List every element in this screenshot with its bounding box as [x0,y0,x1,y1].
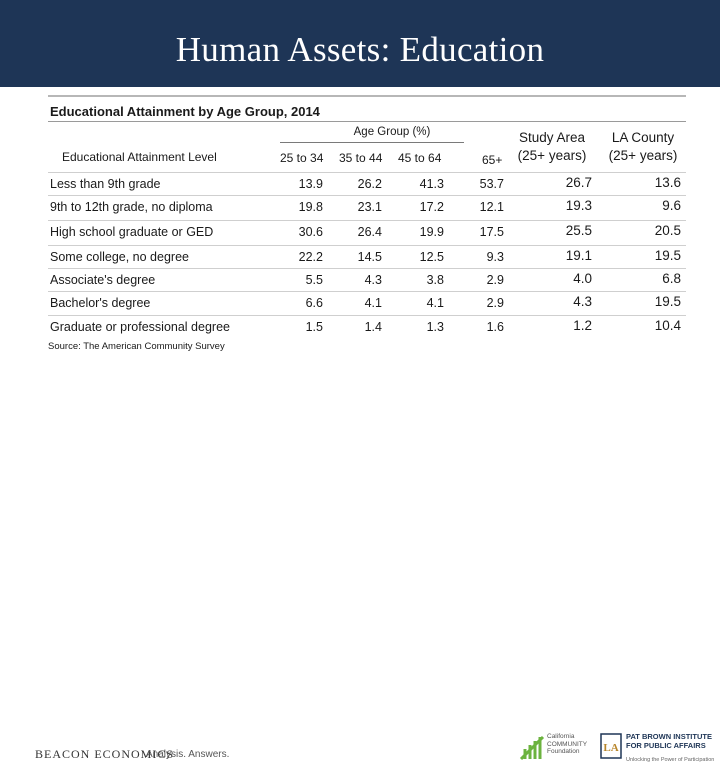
cell-la-county: 19.5 [654,248,681,263]
slide-title: Human Assets: Education [175,30,545,69]
footer: BEACON ECONOMICS Analysis. Answers. Cali… [0,366,720,763]
cell-study-area: 4.0 [573,271,592,286]
cell-la-county: 13.6 [654,175,681,190]
cell-45-64: 4.1 [426,296,444,310]
subtitle-rule [48,121,686,122]
cell-study-area: 25.5 [565,223,592,238]
cell-study-area: 19.3 [565,198,592,213]
cc-logo-text: California COMMUNITY Foundation [547,733,587,755]
cell-45-64: 41.3 [419,177,444,191]
cell-65: 2.9 [486,273,504,287]
row-divider [48,172,686,173]
table-title: Educational Attainment by Age Group, 201… [50,104,320,119]
cell-25-34: 19.8 [298,200,323,214]
cell-35-44: 4.3 [364,273,382,287]
col-header-level: Educational Attainment Level [62,150,217,164]
cell-study-area: 1.2 [573,318,592,333]
cell-25-34: 22.2 [298,250,323,264]
source-note: Source: The American Community Survey [48,341,225,352]
cell-25-34: 5.5 [305,273,323,287]
col-header-65: 65+ [482,153,503,167]
cell-35-44: 1.4 [364,320,382,334]
california-community-foundation-logo: California COMMUNITY Foundation [519,731,589,763]
cell-45-64: 17.2 [419,200,444,214]
cell-35-44: 26.4 [357,225,382,239]
cell-25-34: 1.5 [305,320,323,334]
tagline: Analysis. Answers. [146,749,230,760]
row-label: High school graduate or GED [50,225,214,239]
pb-logo-sub: Unlocking the Power of Participation [626,757,715,763]
row-divider [48,195,686,196]
row-label: Less than 9th grade [50,177,161,191]
row-divider [48,268,686,269]
cell-25-34: 13.9 [298,177,323,191]
cell-65: 17.5 [479,225,504,239]
row-label: Graduate or professional degree [50,320,230,334]
col-header-25-34: 25 to 34 [280,151,324,165]
cell-la-county: 10.4 [654,318,681,333]
col-header-la-county: LA County (25+ years) [608,130,678,163]
col-header-study-area: Study Area (25+ years) [517,130,587,163]
cell-25-34: 30.6 [298,225,323,239]
row-label: 9th to 12th grade, no diploma [50,200,213,214]
row-label: Associate's degree [50,273,156,287]
cc-mark-icon [519,735,545,761]
cell-35-44: 14.5 [357,250,382,264]
pb-shield-icon: LA [600,733,622,759]
cell-65: 9.3 [486,250,504,264]
row-divider [48,245,686,246]
age-group-label: Age Group (%) [353,126,431,138]
cell-35-44: 4.1 [364,296,382,310]
cell-65: 53.7 [479,177,504,191]
cell-65: 1.6 [486,320,504,334]
cell-45-64: 1.3 [426,320,444,334]
cell-35-44: 23.1 [357,200,382,214]
cell-la-county: 9.6 [662,198,681,213]
cell-45-64: 3.8 [426,273,444,287]
cell-45-64: 19.9 [419,225,444,239]
cell-65: 2.9 [486,296,504,310]
age-group-underline [280,142,464,143]
pat-brown-institute-logo: LA PAT BROWN INSTITUTE FOR PUBLIC AFFAIR… [600,731,715,765]
cell-35-44: 26.2 [357,177,382,191]
title-banner: Human Assets: Education [0,0,720,87]
cell-25-34: 6.6 [305,296,323,310]
cell-45-64: 12.5 [419,250,444,264]
top-rule [48,95,686,97]
col-header-35-44: 35 to 44 [339,151,383,165]
cell-study-area: 19.1 [565,248,592,263]
row-label: Some college, no degree [50,250,189,264]
cell-la-county: 6.8 [662,271,681,286]
cell-la-county: 20.5 [654,223,681,238]
cell-study-area: 4.3 [573,294,592,309]
row-divider [48,291,686,292]
svg-text:LA: LA [603,742,618,754]
cell-la-county: 19.5 [654,294,681,309]
row-divider [48,220,686,221]
cell-65: 12.1 [479,200,504,214]
cell-study-area: 26.7 [565,175,592,190]
row-divider [48,315,686,316]
col-header-45-64: 45 to 64 [398,151,442,165]
row-label: Bachelor's degree [50,296,151,310]
pb-logo-text: PAT BROWN INSTITUTE FOR PUBLIC AFFAIRS [626,732,712,750]
